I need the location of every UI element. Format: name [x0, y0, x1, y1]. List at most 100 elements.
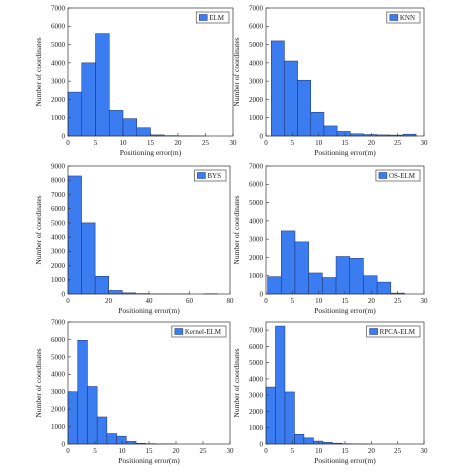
y-tick-label: 3000 — [51, 388, 66, 396]
x-axis-label: Positioning error(m) — [118, 456, 180, 465]
x-tick-label: 25 — [394, 297, 402, 305]
histogram-bar — [122, 118, 137, 137]
x-tick-label: 10 — [315, 297, 323, 305]
x-tick-label: 0 — [66, 139, 70, 147]
y-tick-label: 6000 — [51, 205, 66, 213]
legend: RPCA-ELM — [366, 325, 421, 338]
x-tick-label: 30 — [421, 139, 429, 147]
histogram-bar — [294, 241, 309, 295]
x-tick-label: 15 — [342, 447, 350, 455]
histogram-bar — [271, 40, 285, 137]
x-tick-label: 0 — [66, 297, 70, 305]
x-tick-label: 5 — [291, 297, 295, 305]
x-tick-label: 20 — [368, 297, 376, 305]
histogram-bar — [106, 433, 117, 445]
y-tick-label: 2000 — [249, 96, 264, 104]
y-tick-label: 0 — [62, 132, 66, 140]
x-tick-label: 0 — [264, 447, 268, 455]
y-tick-label: 0 — [62, 290, 66, 298]
legend-label: RPCA-ELM — [380, 328, 416, 336]
x-axis-label: Positioning error(m) — [314, 456, 376, 465]
histogram-bar — [349, 258, 364, 295]
y-tick-label: 1000 — [51, 423, 66, 431]
histogram-panel-5: 0 5 10 15 20 25 30 0 1000 2000 3000 4000 5000 6000 700… — [34, 318, 234, 465]
legend: Kernel-ELM — [171, 325, 227, 338]
histogram-bar — [308, 272, 323, 295]
x-tick-label: 5 — [93, 447, 97, 455]
x-tick-label: 80 — [227, 297, 235, 305]
legend-box — [366, 325, 421, 338]
y-tick-label: 1000 — [249, 272, 264, 280]
histogram-bar — [95, 33, 110, 137]
legend-box — [195, 11, 230, 24]
y-tick-label: 1000 — [249, 114, 264, 122]
histogram-bar — [67, 175, 82, 295]
x-tick-label: 25 — [394, 139, 402, 147]
x-tick-label: 0 — [66, 447, 70, 455]
y-axis-label: Number of coordinates — [232, 195, 241, 264]
x-tick-label: 5 — [94, 139, 98, 147]
x-tick-label: 5 — [291, 447, 295, 455]
x-axis-label: Positioning error(m) — [314, 306, 376, 315]
y-tick-label: 2000 — [249, 408, 264, 416]
y-tick-label: 1000 — [249, 424, 264, 432]
x-tick-label: 15 — [342, 139, 350, 147]
legend-box — [375, 169, 421, 182]
x-tick-label: 10 — [315, 139, 323, 147]
y-tick-label: 6000 — [249, 23, 264, 31]
y-tick-label: 3000 — [249, 78, 264, 86]
x-tick-label: 15 — [147, 139, 155, 147]
x-tick-label: 30 — [421, 447, 429, 455]
legend-label: ELM — [209, 14, 225, 22]
y-tick-label: 2000 — [51, 262, 66, 270]
legend-box — [386, 11, 421, 24]
y-tick-label: 6000 — [249, 343, 264, 351]
y-tick-label: 7000 — [51, 4, 66, 12]
x-tick-label: 20 — [175, 139, 183, 147]
legend: BYS — [194, 169, 227, 182]
histogram-bar — [126, 441, 137, 445]
histogram-bar — [281, 230, 296, 295]
histogram-bar — [284, 391, 295, 445]
y-axis-label: Number of coordinates — [34, 348, 43, 417]
histogram-panel-6: 0 5 10 15 20 25 30 0 1000 2000 3000 4000 5000 6000 700… — [232, 321, 429, 465]
x-tick-label: 25 — [200, 447, 208, 455]
y-tick-label: 4000 — [249, 375, 264, 383]
legend-label: KNN — [400, 14, 415, 22]
x-tick-label: 15 — [146, 447, 154, 455]
x-tick-label: 20 — [368, 139, 376, 147]
histogram-bar — [376, 281, 392, 295]
histogram-bar — [81, 222, 96, 295]
y-tick-label: 9000 — [51, 162, 66, 170]
legend-swatch — [198, 14, 208, 21]
y-axis-label: Number of coordinates — [232, 348, 241, 417]
legend-label: OS-ELM — [389, 172, 416, 180]
y-tick-label: 3000 — [51, 248, 66, 256]
legend: OS-ELM — [375, 169, 421, 182]
histogram-bar — [67, 91, 82, 137]
y-tick-label: 4000 — [249, 59, 264, 67]
histogram-bar — [303, 437, 314, 445]
y-tick-label: 8000 — [51, 177, 66, 185]
histogram-bar — [267, 276, 282, 295]
histogram-bar — [116, 435, 127, 445]
legend: ELM — [195, 11, 230, 24]
y-tick-label: 0 — [62, 440, 66, 448]
histogram-bar — [81, 62, 96, 137]
x-tick-label: 5 — [291, 139, 295, 147]
histogram-bar — [335, 256, 350, 295]
x-tick-label: 0 — [264, 139, 268, 147]
histogram-panel-4: 0 5 10 15 20 25 30 0 1000 2000 3000 4000 5000 6000 700… — [232, 162, 428, 315]
legend-swatch — [197, 172, 206, 179]
y-axis-label: Number of coordinates — [34, 195, 43, 264]
histogram-bar — [109, 110, 124, 137]
y-tick-label: 3000 — [249, 392, 264, 400]
y-tick-label: 3000 — [51, 78, 66, 86]
histogram-panel-3: 0 20 40 60 80 0 1000 2000 3000 4000 5000 6000 7000 80… — [34, 162, 234, 315]
histogram-bar — [136, 127, 151, 137]
x-tick-label: 10 — [119, 447, 127, 455]
histogram-bar — [313, 440, 324, 445]
y-tick-label: 0 — [260, 132, 264, 140]
x-tick-label: 40 — [146, 297, 154, 305]
